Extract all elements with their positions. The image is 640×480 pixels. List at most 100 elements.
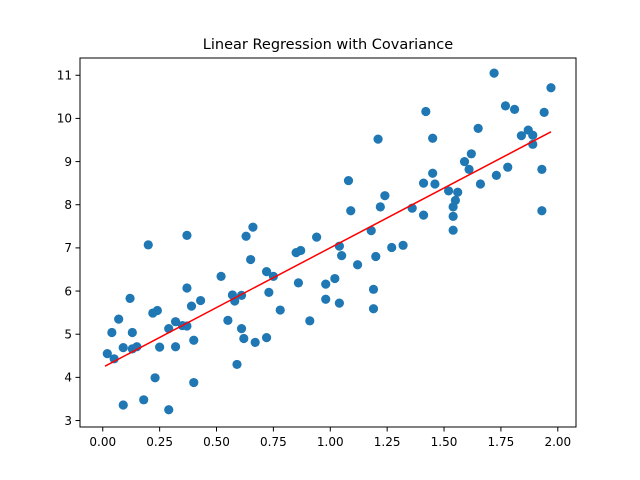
data-point-27 [195, 295, 206, 306]
data-point-49 [312, 232, 322, 242]
data-point-5 [118, 400, 128, 410]
data-point-48 [305, 316, 315, 326]
data-point-85 [475, 179, 486, 189]
data-point-26 [189, 377, 199, 388]
data-point-40 [261, 333, 272, 343]
data-point-35 [239, 333, 249, 344]
y-tick-label-4: 7 [64, 241, 72, 255]
data-point-53 [334, 298, 344, 308]
x-tick-label-1: 0.25 [146, 435, 173, 449]
x-tick-label-7: 1.75 [488, 435, 515, 449]
data-point-29 [223, 315, 233, 325]
data-point-66 [387, 242, 397, 253]
data-point-76 [448, 211, 458, 221]
data-point-14 [152, 305, 162, 316]
data-point-36 [241, 231, 251, 241]
data-point-17 [164, 405, 174, 415]
data-point-71 [421, 106, 431, 117]
x-tick-label-0: 0.00 [89, 435, 116, 449]
data-point-46 [293, 278, 304, 288]
data-point-87 [491, 170, 501, 180]
data-point-32 [232, 359, 242, 370]
data-point-74 [430, 179, 440, 189]
chart-title: Linear Regression with Covariance [203, 37, 453, 53]
data-point-88 [500, 101, 511, 111]
data-point-60 [368, 284, 379, 294]
regression-line-layer [104, 131, 552, 367]
data-point-86 [489, 68, 499, 78]
data-point-18 [170, 317, 181, 327]
data-point-23 [182, 230, 192, 240]
data-point-57 [346, 206, 356, 216]
x-tick-label-6: 1.50 [431, 435, 458, 449]
x-tick-label-2: 0.50 [203, 435, 230, 449]
data-point-79 [450, 195, 461, 206]
x-tick-label-5: 1.25 [374, 435, 401, 449]
data-point-75 [443, 186, 454, 196]
data-point-55 [337, 251, 347, 261]
data-point-90 [509, 104, 520, 114]
data-point-42 [264, 287, 274, 297]
data-point-51 [321, 294, 331, 304]
data-point-52 [330, 273, 340, 284]
x-tick-label-8: 2.00 [544, 435, 571, 449]
data-point-15 [155, 342, 165, 352]
y-tick-label-6: 9 [64, 155, 72, 169]
data-point-69 [418, 210, 429, 220]
data-point-58 [352, 260, 363, 270]
data-point-4 [118, 342, 128, 353]
data-point-96 [537, 164, 547, 174]
data-point-47 [296, 245, 306, 256]
data-point-63 [373, 134, 383, 144]
y-tick-label-7: 10 [57, 112, 72, 126]
data-points [102, 68, 556, 415]
data-point-97 [539, 107, 549, 117]
data-point-10 [139, 395, 149, 405]
data-point-67 [398, 240, 408, 250]
data-point-73 [428, 168, 438, 178]
data-point-84 [473, 123, 483, 133]
data-point-81 [459, 156, 470, 167]
data-point-41 [261, 267, 272, 277]
y-tick-label-1: 4 [64, 371, 72, 385]
data-point-89 [503, 162, 513, 172]
data-point-3 [114, 314, 124, 324]
data-point-33 [236, 324, 247, 334]
data-point-98 [546, 83, 556, 93]
data-point-44 [275, 305, 285, 315]
data-point-80 [453, 187, 463, 197]
data-point-19 [170, 342, 181, 352]
data-point-38 [248, 222, 258, 232]
data-point-28 [216, 271, 226, 281]
data-point-22 [182, 283, 192, 293]
data-point-25 [189, 335, 199, 345]
y-tick-label-2: 5 [64, 328, 72, 342]
data-point-93 [528, 130, 538, 140]
x-axis: 0.00 0.25 0.50 0.75 1.00 1.25 1.50 1.75 2.00 [89, 427, 571, 449]
data-point-37 [246, 254, 256, 265]
data-point-56 [343, 175, 354, 186]
y-tick-label-0: 3 [64, 414, 72, 428]
x-tick-label-4: 1.00 [317, 435, 344, 449]
y-tick-label-3: 6 [64, 284, 72, 298]
data-point-6 [125, 293, 135, 303]
y-axis: 3 4 5 6 7 8 9 10 11 [57, 69, 80, 428]
data-point-7 [127, 327, 137, 338]
data-point-2 [109, 354, 119, 364]
plot-frame [79, 57, 577, 428]
data-point-39 [250, 337, 260, 348]
data-point-61 [368, 304, 379, 314]
data-point-0 [102, 349, 112, 359]
y-tick-label-8: 11 [57, 69, 72, 83]
data-point-62 [371, 251, 381, 262]
y-tick-label-5: 8 [64, 198, 72, 212]
data-point-82 [464, 164, 474, 174]
data-point-91 [516, 131, 526, 141]
data-point-59 [366, 226, 376, 236]
regression-line [104, 131, 552, 367]
data-point-70 [418, 178, 429, 188]
data-point-64 [375, 202, 385, 212]
data-point-24 [186, 301, 197, 311]
data-point-95 [537, 206, 547, 216]
